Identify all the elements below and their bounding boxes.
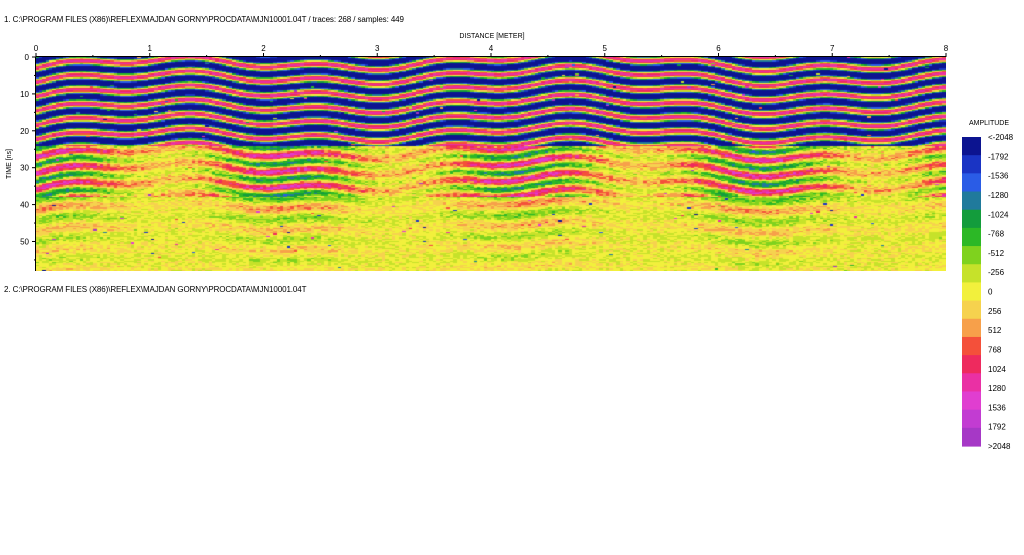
colorbar-swatch bbox=[962, 246, 981, 265]
colorbar-label: -768 bbox=[988, 230, 1005, 239]
y-axis-title: TIME [ns] bbox=[6, 149, 13, 179]
colorbar-swatch bbox=[962, 427, 981, 447]
radargram-heatmap bbox=[36, 57, 946, 271]
colorbar-title: AMPLITUDE bbox=[969, 120, 1009, 127]
colorbar-swatch bbox=[962, 391, 981, 411]
colorbar-swatch bbox=[962, 282, 981, 302]
colorbar-swatch bbox=[962, 137, 981, 156]
amplitude-colorbar: AMPLITUDE <-2048 -1792 -1536 -1280 -1024 -768… bbox=[962, 120, 1014, 451]
profile-1-file-label: 1. C:\PROGRAM FILES (X86)\REFLEX\MAJDAN … bbox=[4, 15, 404, 24]
y-tick-label: 10 bbox=[20, 90, 29, 99]
axes: 0 1 2 3 4 5 6 7 8 0 10 20 30 40 50 bbox=[20, 44, 949, 271]
x-axis-title: DISTANCE [METER] bbox=[459, 33, 524, 40]
colorbar-swatch bbox=[962, 355, 981, 374]
profile-2-file-label: 2. C:\PROGRAM FILES (X86)\REFLEX\MAJDAN … bbox=[4, 285, 307, 294]
colorbar-label: 1792 bbox=[988, 423, 1006, 432]
radargram-image bbox=[36, 57, 946, 271]
colorbar-swatch bbox=[962, 318, 981, 338]
colorbar-swatch bbox=[962, 300, 981, 320]
colorbar-label: 1024 bbox=[988, 365, 1006, 374]
colorbar-swatch bbox=[962, 264, 981, 284]
y-tick-label: 40 bbox=[20, 201, 29, 210]
x-tick-label: 8 bbox=[944, 44, 949, 53]
colorbar-label: <-2048 bbox=[988, 133, 1014, 142]
colorbar-label: 1280 bbox=[988, 384, 1006, 393]
colorbar-swatch bbox=[962, 336, 981, 356]
colorbar-swatch bbox=[962, 227, 981, 247]
x-tick-label: 0 bbox=[34, 44, 39, 53]
colorbar-label: -256 bbox=[988, 268, 1005, 277]
x-tick-label: 7 bbox=[830, 44, 835, 53]
colorbar-label: 1536 bbox=[988, 403, 1006, 412]
y-tick-label: 50 bbox=[20, 237, 29, 246]
colorbar-swatch bbox=[962, 173, 981, 193]
colorbar-label: 0 bbox=[988, 288, 993, 297]
x-tick-label: 2 bbox=[261, 44, 266, 53]
colorbar-label: -1536 bbox=[988, 172, 1009, 181]
colorbar-label: -1280 bbox=[988, 191, 1009, 200]
colorbar-swatch bbox=[962, 155, 981, 174]
colorbar-label: >2048 bbox=[988, 442, 1011, 451]
colorbar-swatch bbox=[962, 373, 981, 393]
colorbar-label: 256 bbox=[988, 307, 1002, 316]
colorbar-swatch bbox=[962, 409, 981, 429]
colorbar-label: 512 bbox=[988, 326, 1002, 335]
x-tick-label: 6 bbox=[716, 44, 721, 53]
x-tick-label: 1 bbox=[148, 44, 153, 53]
y-tick-label: 20 bbox=[20, 127, 29, 136]
colorbar-swatch bbox=[962, 191, 981, 211]
colorbar-swatch bbox=[962, 209, 981, 229]
x-tick-label: 5 bbox=[603, 44, 608, 53]
x-tick-label: 4 bbox=[489, 44, 494, 53]
y-tick-label: 30 bbox=[20, 164, 29, 173]
colorbar-label: 768 bbox=[988, 345, 1002, 354]
colorbar-label: -1024 bbox=[988, 210, 1009, 219]
colorbar-label: -1792 bbox=[988, 152, 1009, 161]
x-tick-label: 3 bbox=[375, 44, 380, 53]
y-tick-label: 0 bbox=[25, 53, 30, 62]
colorbar-label: -512 bbox=[988, 249, 1005, 258]
